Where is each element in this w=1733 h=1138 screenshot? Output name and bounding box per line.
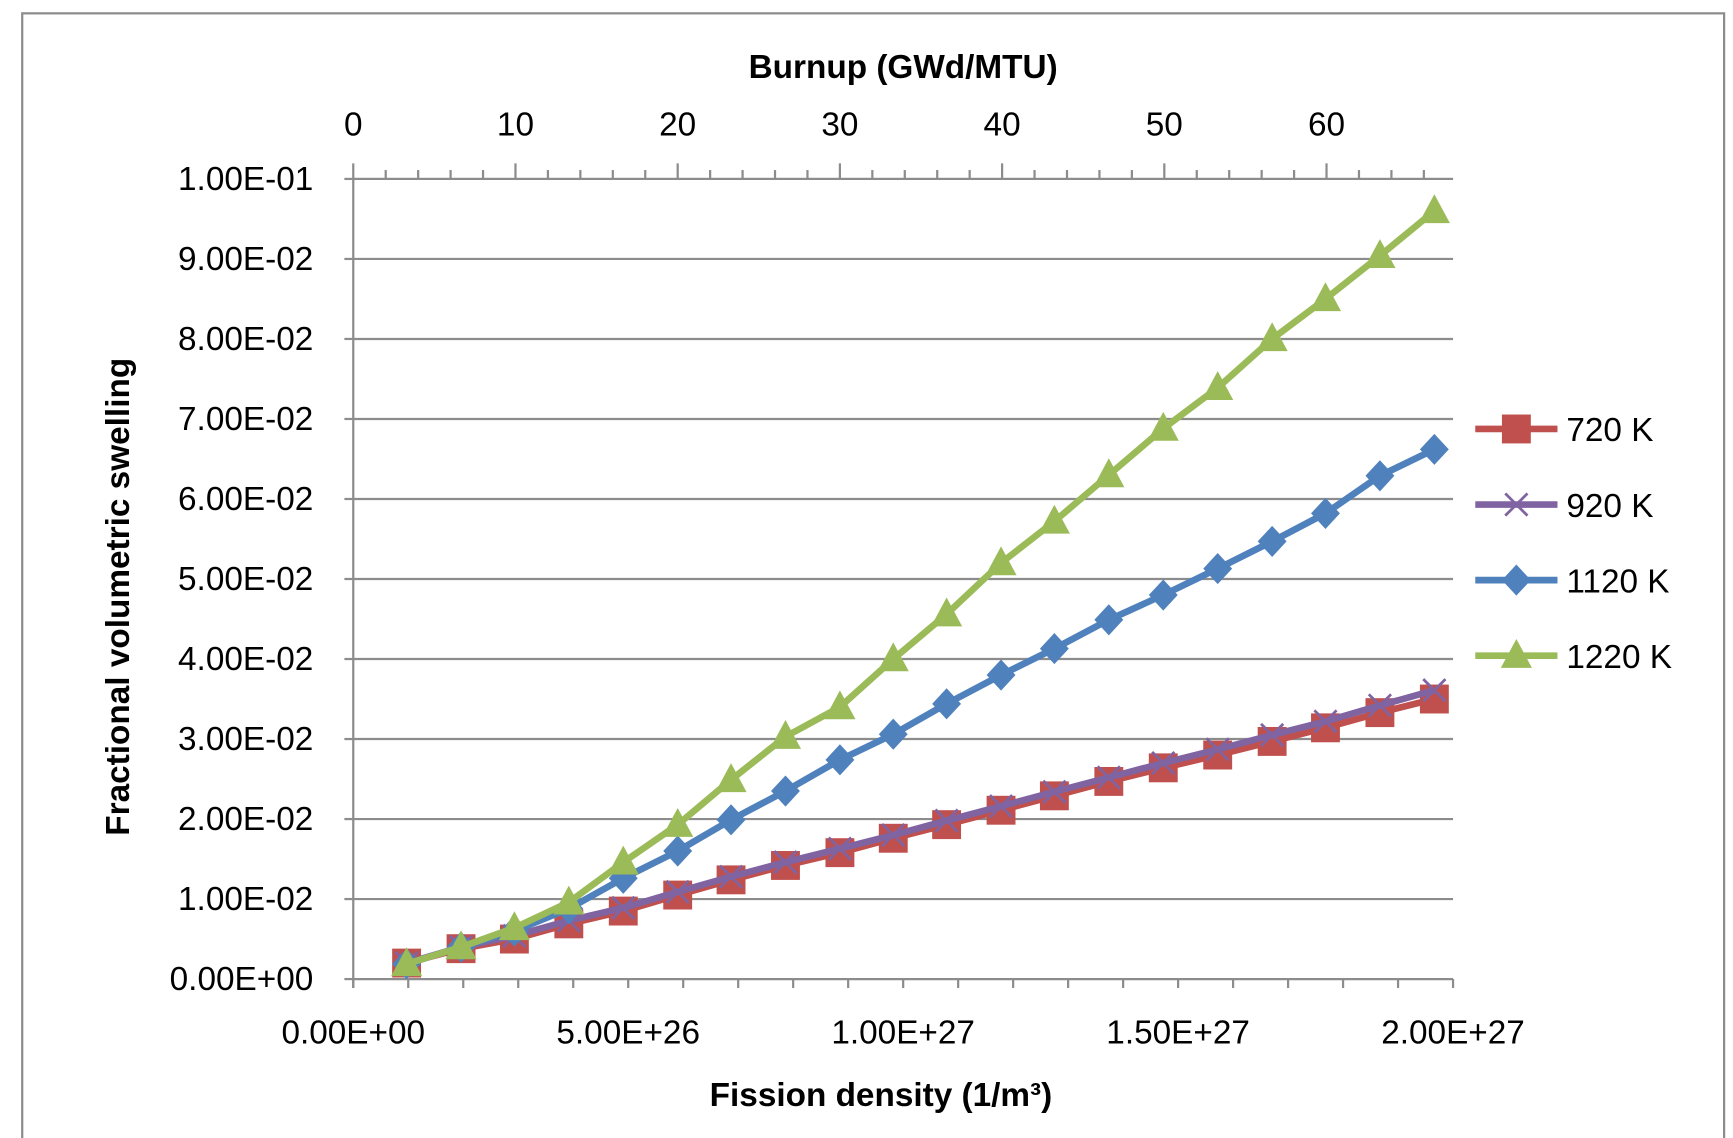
data-point-1220k <box>662 807 694 837</box>
top-axis-tick-label: 60 <box>1308 107 1345 144</box>
data-point-1120k <box>716 804 746 836</box>
data-point-920k <box>611 895 636 920</box>
data-point-1220k <box>1418 194 1450 224</box>
data-point-1220k <box>391 947 423 977</box>
data-point-1220k <box>769 719 802 749</box>
series-1220k <box>391 194 1450 977</box>
data-point-1120k <box>1257 525 1287 557</box>
top-axis-tick-label: 0 <box>344 107 363 144</box>
data-point-1120k <box>1039 633 1069 665</box>
data-point-1120k <box>825 744 855 776</box>
data-point-920k <box>934 808 959 833</box>
top-axis-tick-label: 30 <box>821 107 858 144</box>
y-tick-label: 8.00E-02 <box>178 321 313 358</box>
data-point-920k <box>1205 737 1230 762</box>
data-point-1120k <box>878 718 908 750</box>
legend-label-720k: 720 K <box>1566 412 1653 449</box>
axes: 0.00E+00 1.00E-02 2.00E-02 3.00E-02 4.00E-02… <box>170 107 1525 1052</box>
data-point-1220k <box>1309 282 1342 312</box>
legend-label-1120k: 1120 K <box>1566 563 1669 600</box>
data-point-920k <box>881 822 906 848</box>
y-tick-label: 2.00E-02 <box>178 801 313 838</box>
data-point-1120k <box>932 688 962 720</box>
data-point-1120k <box>986 659 1016 691</box>
legend-label-1220k: 1220 K <box>1566 639 1672 676</box>
x-tick-label: 1.00E+27 <box>831 1015 975 1052</box>
y-tick-label: 6.00E-02 <box>178 481 313 518</box>
data-point-1120k <box>663 835 693 867</box>
legend-marker-1120k <box>1501 564 1531 596</box>
data-point-1220k <box>1256 322 1288 352</box>
y-tick-label: 4.00E-02 <box>178 641 313 678</box>
data-point-1220k <box>1364 239 1396 268</box>
data-point-1220k <box>985 546 1017 576</box>
data-point-920k <box>718 864 744 889</box>
data-point-920k <box>665 879 690 904</box>
y-tick-label: 0.00E+00 <box>170 961 314 998</box>
data-point-1120k <box>1094 604 1124 636</box>
data-point-1220k <box>553 885 585 915</box>
data-point-920k <box>773 850 798 875</box>
x-tick-label: 5.00E+26 <box>556 1015 700 1052</box>
legend-label-920k: 920 K <box>1566 488 1653 525</box>
data-point-1220k <box>445 930 477 960</box>
y-tick-label: 1.00E-01 <box>178 161 313 198</box>
x-tick-label: 1.50E+27 <box>1106 1015 1250 1052</box>
data-point-1120k <box>1419 433 1449 465</box>
data-point-1120k <box>771 775 800 807</box>
data-point-1220k <box>715 763 747 793</box>
data-point-920k <box>1096 765 1121 790</box>
data-point-920k <box>1042 779 1067 804</box>
data-point-1220k <box>498 911 530 941</box>
data-point-1220k <box>1038 504 1070 534</box>
x-axis-title: Fission density (1/m³) <box>710 1077 1053 1114</box>
data-point-920k <box>1367 693 1393 718</box>
legend-marker-720k <box>1501 414 1531 444</box>
data-point-1220k <box>877 642 909 672</box>
data-point-1120k <box>1203 553 1233 585</box>
data-point-920k <box>1422 678 1447 703</box>
data-point-1220k <box>824 690 856 720</box>
data-point-920k <box>1313 709 1338 734</box>
y-tick-label: 7.00E-02 <box>178 401 313 438</box>
legend-marker-920k <box>1504 492 1529 517</box>
y-axis-title: Fractional volumetric swelling <box>100 358 137 836</box>
y-tick-label: 9.00E-02 <box>178 241 313 278</box>
x-tick-label: 0.00E+00 <box>281 1015 425 1052</box>
data-point-920k <box>988 794 1014 819</box>
series-line-920k <box>405 687 1436 967</box>
y-tick-label: 3.00E-02 <box>178 721 313 758</box>
data-point-1120k <box>1365 460 1395 492</box>
chart-frame <box>21 12 1726 1138</box>
data-point-1120k <box>1148 579 1178 611</box>
legend-marker-1220k <box>1500 639 1532 668</box>
data-point-1220k <box>607 845 639 875</box>
x-tick-label: 2.00E+27 <box>1381 1015 1525 1052</box>
series-group <box>391 194 1450 980</box>
top-axis-title: Burnup (GWd/MTU) <box>749 49 1058 86</box>
legend: 720 K 920 K 1120 K 1220 K <box>1475 412 1672 676</box>
top-axis-tick-label: 20 <box>659 107 696 144</box>
data-point-920k <box>1151 750 1176 776</box>
top-axis-tick-label: 50 <box>1146 107 1183 144</box>
data-point-920k <box>827 836 853 861</box>
data-point-1120k <box>1311 497 1340 529</box>
data-point-1220k <box>1147 411 1179 441</box>
y-tick-label: 1.00E-02 <box>178 881 313 918</box>
data-point-1220k <box>931 597 963 627</box>
data-point-1220k <box>1202 371 1234 400</box>
top-axis-tick-label: 40 <box>984 107 1021 144</box>
data-point-1220k <box>1093 458 1125 488</box>
data-point-920k <box>1260 722 1285 748</box>
y-tick-label: 5.00E-02 <box>178 561 313 598</box>
top-axis-tick-label: 10 <box>497 107 534 144</box>
